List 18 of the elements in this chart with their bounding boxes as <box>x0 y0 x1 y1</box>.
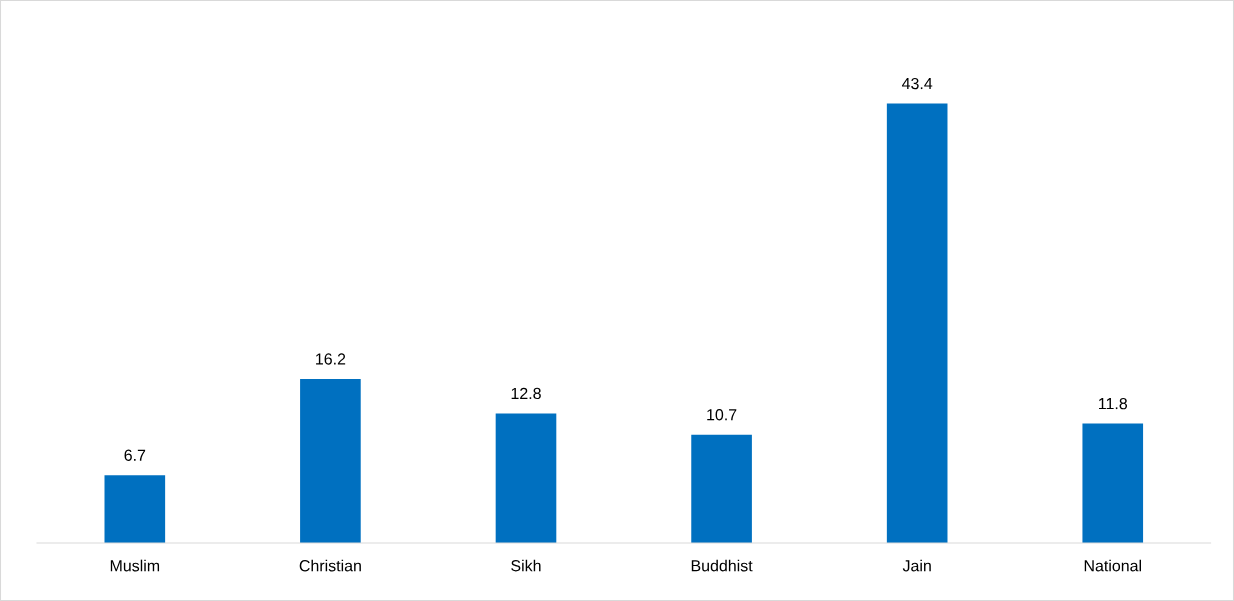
data-label: 43.4 <box>902 77 933 90</box>
bar <box>104 475 166 543</box>
bar <box>300 378 361 543</box>
bar <box>1082 423 1144 543</box>
bar <box>886 103 948 543</box>
x-tick-label: Sikh <box>511 559 541 572</box>
data-label: 6.7 <box>124 449 146 461</box>
data-label: 11.8 <box>1099 397 1128 410</box>
bar <box>495 413 557 543</box>
data-label: 16.2 <box>316 353 346 365</box>
x-tick-label: Muslim <box>110 559 160 572</box>
x-tick-label: Jain <box>902 559 931 572</box>
x-tick-label: National <box>1084 559 1141 572</box>
data-label: 12.8 <box>511 387 541 400</box>
bar <box>691 434 752 543</box>
x-tick-label: Christian <box>299 559 361 572</box>
data-label: 10.7 <box>707 409 737 421</box>
x-tick-label: Buddhist <box>691 559 753 572</box>
